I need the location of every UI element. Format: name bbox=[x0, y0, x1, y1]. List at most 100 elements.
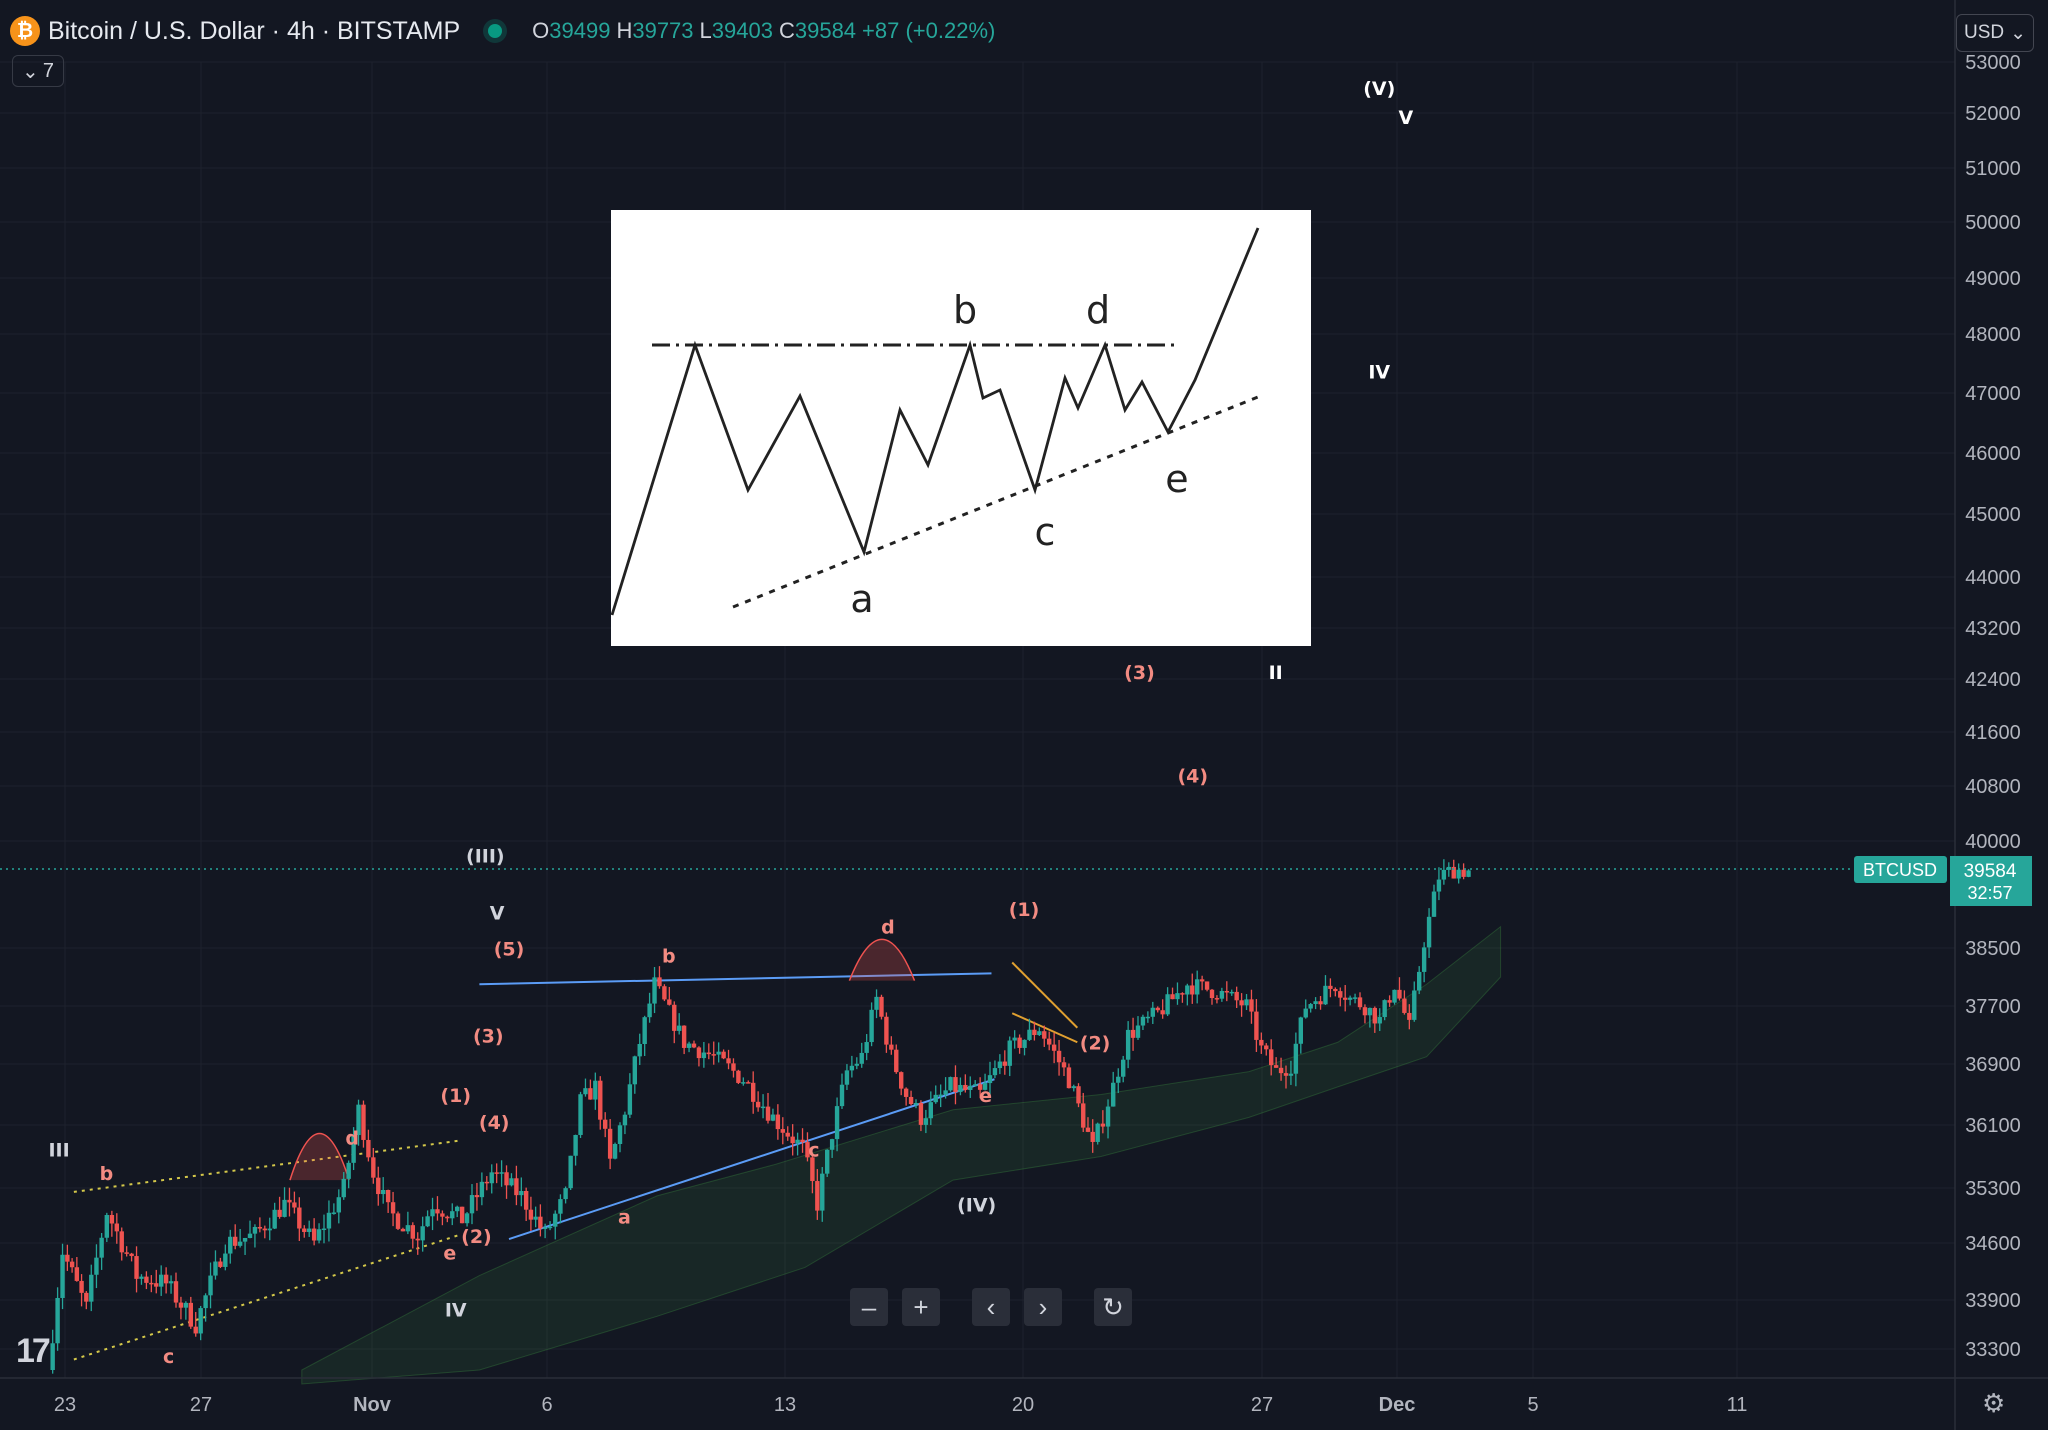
price-axis-tick: 34600 bbox=[1965, 1233, 2021, 1255]
candle-body bbox=[302, 1228, 307, 1232]
candle-body bbox=[864, 1042, 869, 1053]
candle-body bbox=[731, 1063, 736, 1071]
candle-body bbox=[1352, 997, 1358, 999]
candle-body bbox=[1269, 1049, 1274, 1066]
candle-body bbox=[1461, 869, 1466, 877]
candle-body bbox=[542, 1227, 548, 1230]
candle-body bbox=[188, 1302, 193, 1327]
candle-body bbox=[159, 1274, 164, 1287]
time-axis-tick: 11 bbox=[1727, 1394, 1748, 1416]
candle-body bbox=[1436, 879, 1442, 892]
candle-body bbox=[943, 1090, 948, 1095]
candle-body bbox=[445, 1216, 450, 1219]
candle-body bbox=[247, 1233, 253, 1238]
candle-body bbox=[193, 1326, 198, 1334]
candle-body bbox=[1090, 1131, 1095, 1142]
tradingview-logo-icon[interactable]: 17 bbox=[16, 1332, 51, 1370]
candle-body bbox=[84, 1292, 89, 1302]
candle-body bbox=[139, 1276, 144, 1279]
candle-body bbox=[1130, 1029, 1136, 1038]
candle-body bbox=[568, 1155, 573, 1189]
triangle-d-highlight bbox=[848, 938, 916, 981]
candle-body bbox=[1402, 998, 1407, 1013]
reset-chart-button[interactable]: ↻ bbox=[1094, 1288, 1132, 1326]
candle-body bbox=[953, 1077, 958, 1092]
candle-body bbox=[662, 986, 667, 1000]
candle-body bbox=[760, 1106, 766, 1109]
candle-body bbox=[74, 1267, 80, 1281]
candle-body bbox=[361, 1104, 366, 1140]
candle-body bbox=[104, 1214, 110, 1238]
candle-body bbox=[1002, 1061, 1007, 1066]
candle-body bbox=[1017, 1037, 1022, 1048]
price-axis-tick: 35300 bbox=[1965, 1178, 2021, 1200]
candle-body bbox=[435, 1209, 440, 1214]
candle-body bbox=[395, 1213, 401, 1229]
candle-body bbox=[879, 996, 884, 1017]
grid-lines bbox=[0, 61, 1955, 1378]
candle-body bbox=[1061, 1062, 1067, 1068]
wave-label: e bbox=[443, 1242, 456, 1264]
ohlc-low: L39403 bbox=[699, 18, 773, 43]
candle-body bbox=[770, 1114, 776, 1121]
candle-body bbox=[1328, 985, 1333, 989]
candle-body bbox=[228, 1236, 233, 1254]
wave-label: b bbox=[662, 946, 676, 968]
candle-body bbox=[829, 1139, 835, 1150]
price-axis-tick: 52000 bbox=[1965, 103, 2021, 125]
price-axis-tick: 40000 bbox=[1965, 831, 2021, 853]
currency-selector[interactable]: USD ⌄ bbox=[1956, 14, 2034, 52]
scroll-forward-button[interactable]: › bbox=[1024, 1288, 1062, 1326]
candle-body bbox=[208, 1275, 213, 1296]
candle-body bbox=[124, 1252, 129, 1254]
candle-body bbox=[1160, 1010, 1165, 1015]
symbol-title[interactable]: Bitcoin / U.S. Dollar · 4h · BITSTAMP bbox=[48, 16, 461, 45]
gear-icon[interactable]: ⚙ bbox=[1982, 1388, 2006, 1418]
candle-body bbox=[869, 1009, 874, 1043]
wave-label: IV bbox=[445, 1299, 467, 1321]
candle-body bbox=[346, 1162, 351, 1179]
candle-body bbox=[474, 1195, 480, 1198]
candle-body bbox=[1367, 1007, 1373, 1016]
candle-body bbox=[1125, 1029, 1131, 1060]
candle-body bbox=[173, 1281, 179, 1303]
candle-body bbox=[336, 1197, 341, 1213]
candle-body bbox=[1135, 1025, 1141, 1038]
last-price-tag-bg bbox=[1950, 856, 2032, 906]
candle-body bbox=[1466, 870, 1471, 877]
candle-body bbox=[558, 1199, 563, 1214]
zoom-out-button[interactable]: – bbox=[850, 1288, 888, 1326]
candle-body bbox=[1288, 1073, 1294, 1076]
candle-body bbox=[99, 1237, 104, 1258]
candle-body bbox=[1323, 985, 1328, 1005]
candle-body bbox=[311, 1228, 317, 1241]
candle-body bbox=[1254, 1011, 1259, 1040]
candle-body bbox=[237, 1241, 243, 1246]
candle-body bbox=[874, 996, 879, 1010]
candle-body bbox=[637, 1044, 642, 1057]
scroll-back-button[interactable]: ‹ bbox=[972, 1288, 1010, 1326]
candle-body bbox=[316, 1229, 322, 1241]
candle-body bbox=[55, 1297, 60, 1344]
candle-body bbox=[134, 1256, 139, 1279]
candle-body bbox=[69, 1261, 75, 1268]
chevron-down-icon: ⌄ bbox=[2010, 22, 2027, 44]
indicators-collapse-button[interactable]: ⌄ 7 bbox=[12, 55, 64, 87]
trendlines bbox=[73, 938, 1079, 1361]
candle-body bbox=[1209, 989, 1215, 999]
zoom-in-button[interactable]: + bbox=[902, 1288, 940, 1326]
candle-body bbox=[1175, 993, 1180, 1000]
candle-body bbox=[681, 1025, 687, 1048]
price-axis-tick: 43200 bbox=[1965, 618, 2021, 640]
candle-body bbox=[780, 1129, 785, 1133]
wave-label: c bbox=[808, 1140, 819, 1162]
candle-body bbox=[632, 1056, 637, 1085]
price-axis-tick: 47000 bbox=[1965, 383, 2021, 405]
candle-body bbox=[1343, 997, 1348, 1000]
symbol-tag: BTCUSD bbox=[1863, 860, 1937, 880]
candle-body bbox=[385, 1189, 391, 1203]
candle-body bbox=[588, 1088, 593, 1100]
wave-label: b bbox=[100, 1163, 114, 1185]
